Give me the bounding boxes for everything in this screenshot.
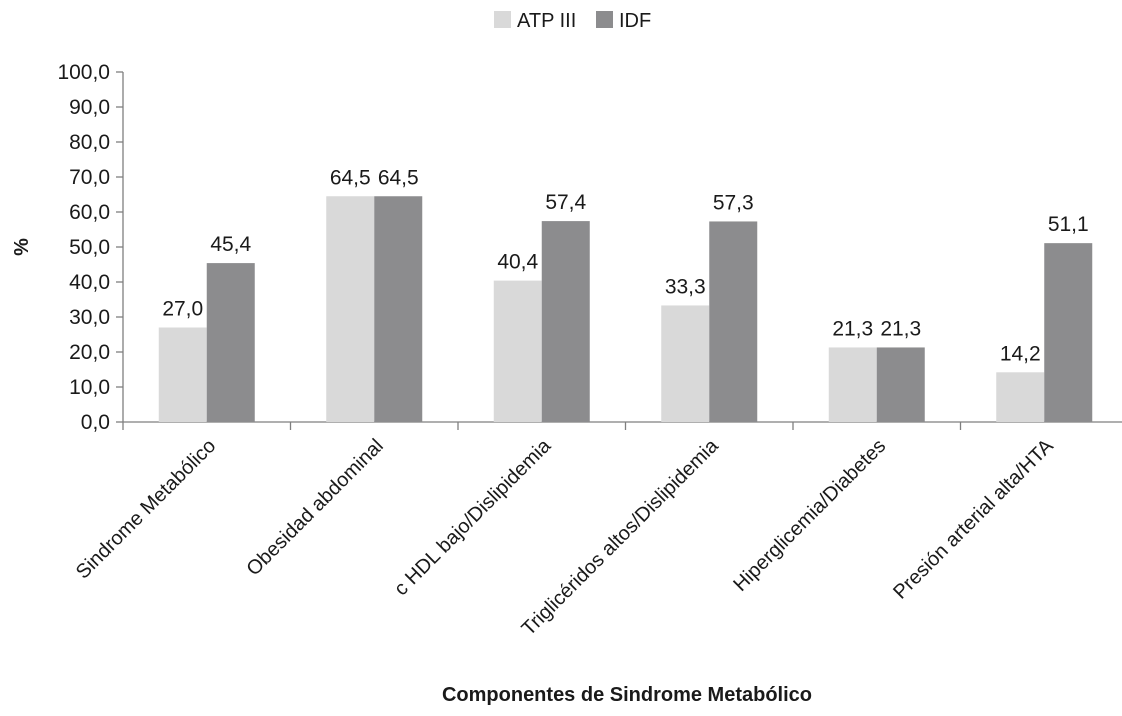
- bar-idf: [876, 347, 925, 422]
- data-label: 27,0: [162, 298, 203, 321]
- x-category-label: Presión arterial alta/HTA: [889, 435, 1058, 604]
- x-axis: Sindrome Metabólico Obesidad abdominal c H…: [72, 421, 1122, 640]
- y-tick-label: 80,0: [69, 131, 110, 154]
- y-tick-label: 70,0: [69, 166, 110, 189]
- bars: [158, 196, 1093, 422]
- bar-atp-iii: [158, 327, 207, 422]
- y-axis: 0,0 10,0 20,0 30,0 40,0 50,0 60,0 70,0 80,0 90,0 1…: [57, 61, 124, 434]
- y-tick-label: 0,0: [81, 411, 110, 434]
- data-label: 21,3: [832, 317, 873, 340]
- x-category-label: Sindrome Metabólico: [72, 435, 220, 583]
- x-category-label: c HDL bajo/Dislipidemia: [390, 434, 556, 600]
- data-labels: 27,0 45,4 64,5 64,5 40,4 57,4 33,3 57,3 21,3 21,3…: [162, 166, 1088, 365]
- y-tick-label: 50,0: [69, 236, 110, 259]
- y-tick-label: 10,0: [69, 376, 110, 399]
- x-category-label: Obesidad abdominal: [242, 435, 387, 580]
- legend: ATP III IDF: [494, 10, 651, 32]
- y-tick-label: 90,0: [69, 96, 110, 119]
- y-tick-label: 20,0: [69, 341, 110, 364]
- legend-label: IDF: [619, 10, 651, 32]
- legend-swatch: [494, 11, 511, 28]
- data-label: 57,4: [545, 191, 586, 214]
- data-label: 64,5: [378, 166, 419, 189]
- data-label: 45,4: [210, 233, 251, 256]
- x-category-label: Triglicéridos altos/Dislipidemia: [518, 434, 724, 640]
- data-label: 40,4: [497, 251, 538, 274]
- y-axis-title: %: [11, 238, 33, 256]
- bar-idf: [1044, 243, 1093, 422]
- bar-atp-iii: [326, 196, 375, 422]
- bar-idf: [541, 221, 590, 422]
- data-label: 57,3: [713, 191, 754, 214]
- legend-label: ATP III: [517, 10, 576, 32]
- data-label: 64,5: [330, 166, 371, 189]
- data-label: 51,1: [1048, 213, 1089, 236]
- y-tick-label: 30,0: [69, 306, 110, 329]
- y-tick-label: 60,0: [69, 201, 110, 224]
- bar-idf: [709, 221, 758, 422]
- bar-atp-iii: [661, 305, 710, 422]
- x-category-label: Hiperglicemia/Diabetes: [729, 435, 890, 596]
- bar-idf: [374, 196, 423, 422]
- legend-swatch: [596, 11, 613, 28]
- bar-idf: [206, 263, 255, 422]
- data-label: 33,3: [665, 275, 706, 298]
- bar-atp-iii: [828, 347, 877, 422]
- x-axis-title: Componentes de Sindrome Metabólico: [442, 684, 812, 706]
- y-tick-label: 40,0: [69, 271, 110, 294]
- bar-atp-iii: [493, 280, 542, 422]
- data-label: 21,3: [880, 317, 921, 340]
- data-label: 14,2: [1000, 342, 1041, 365]
- bar-atp-iii: [996, 372, 1045, 422]
- y-tick-label: 100,0: [57, 61, 110, 84]
